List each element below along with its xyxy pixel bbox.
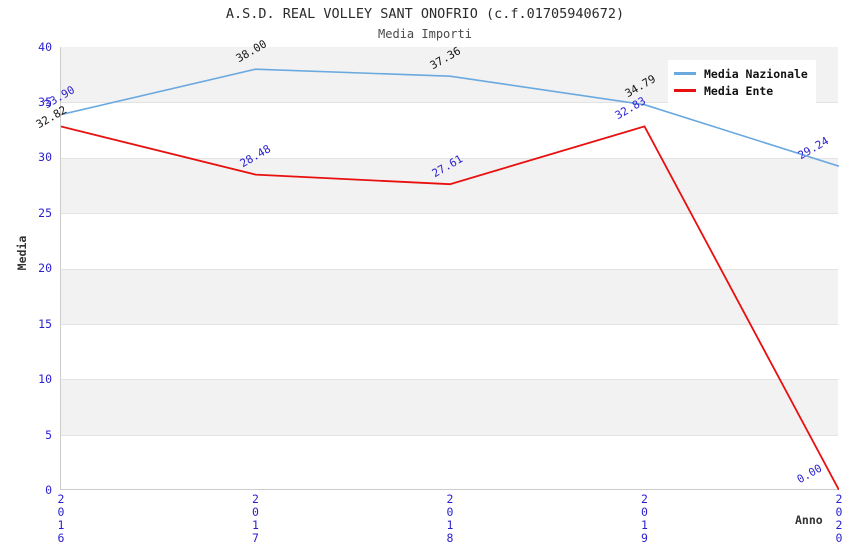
y-tick-35: 35: [38, 95, 52, 109]
y-tick-5: 5: [45, 428, 52, 442]
x-axis-ticks: 2016 2017 2018 2019 2020: [54, 492, 846, 550]
series-lines: [61, 68, 839, 490]
x-tick-2018: 2018: [443, 492, 457, 544]
y-tick-30: 30: [38, 150, 52, 164]
legend-label-nazionale: Media Nazionale: [704, 66, 808, 81]
legend-item-media-ente[interactable]: Media Ente: [674, 82, 808, 99]
gridline-35: [61, 102, 838, 104]
band-30-25: [61, 157, 838, 214]
chart-subtitle: Media Importi: [378, 27, 472, 41]
x-tick-2016: 2016: [54, 492, 68, 544]
gridline-30: [61, 157, 838, 159]
y-tick-0: 0: [45, 483, 52, 497]
gridline-25: [61, 213, 838, 215]
gridline-15: [61, 323, 838, 325]
y-tick-10: 10: [38, 372, 52, 386]
legend-item-media-nazionale[interactable]: Media Nazionale: [674, 65, 808, 82]
gridline-10: [61, 379, 838, 381]
y-tick-25: 25: [38, 206, 52, 220]
chart-title: A.S.D. REAL VOLLEY SANT ONOFRIO (c.f.017…: [225, 6, 625, 22]
line-media-nazionale: [61, 68, 839, 167]
chart-legend: Media Nazionale Media Ente: [668, 60, 816, 104]
legend-label-ente: Media Ente: [704, 83, 774, 98]
x-tick-2020: 2020: [832, 492, 846, 544]
y-tick-40: 40: [38, 40, 52, 54]
y-tick-15: 15: [38, 317, 52, 331]
x-axis-label: Anno: [795, 513, 823, 527]
y-tick-20: 20: [38, 261, 52, 275]
band-10-5: [61, 379, 838, 435]
y-axis-label: Media: [15, 235, 29, 271]
band-20-15: [61, 268, 838, 324]
legend-swatch-nazionale: [674, 72, 696, 75]
plot-area: 33.90 32.82 38.00 28.48 37.36 27.61 34.7…: [34, 37, 839, 490]
x-tick-2017: 2017: [248, 492, 263, 544]
x-tick-2019: 2019: [637, 492, 652, 544]
line-media-ente: [61, 125, 839, 490]
legend-swatch-ente: [674, 89, 696, 92]
gridline-5: [61, 434, 838, 436]
y-axis-ticks: 40 35 30 25 20 15 10 5 0: [0, 40, 52, 497]
gridline-20: [61, 268, 838, 270]
